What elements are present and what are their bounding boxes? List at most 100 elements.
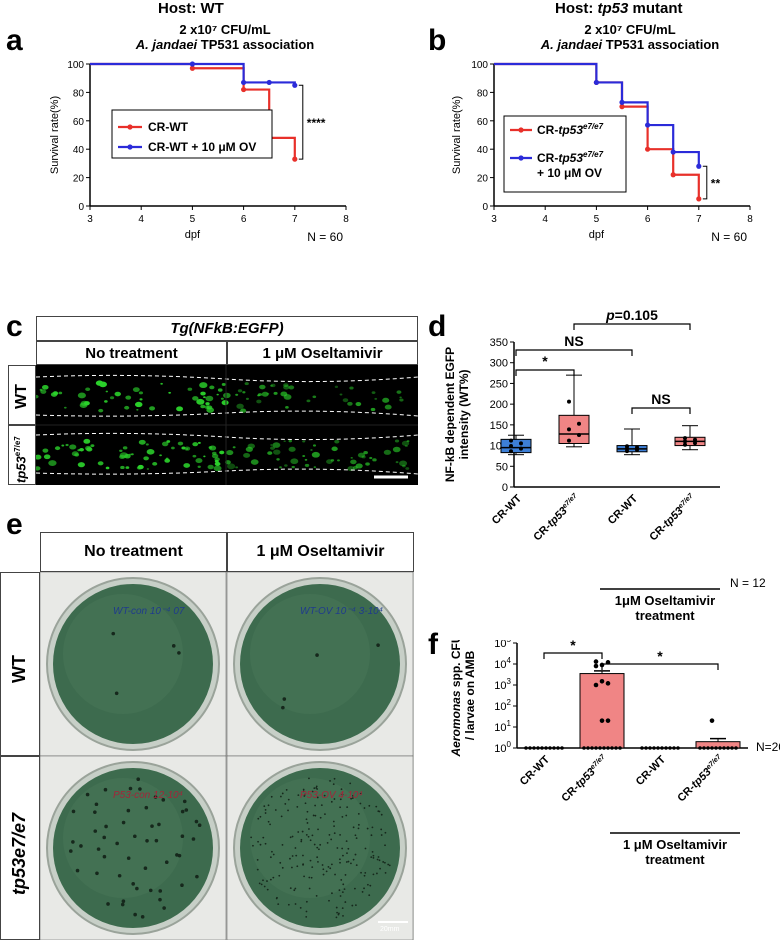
significance-stars: ** [711, 177, 721, 191]
legend-swatch-point [127, 124, 133, 130]
bacterial-colony [354, 834, 357, 837]
treatment-label-line2: treatment [645, 852, 705, 867]
bacterial-colony [330, 800, 333, 803]
n-label: N = 12 [730, 576, 766, 590]
category-sup: e7/e7 [589, 753, 607, 771]
bacterial-colony [302, 863, 304, 866]
bacterial-colony [364, 847, 367, 850]
series-point-2 [292, 82, 298, 88]
category-label: CR-tp53e7/e7 [559, 753, 610, 804]
box-point [567, 399, 571, 404]
egfp-cell [304, 463, 310, 467]
bacterial-colony [324, 813, 326, 816]
bacterial-colony [316, 796, 319, 799]
bacterial-colony [180, 834, 185, 839]
bacterial-colony [128, 786, 133, 791]
bacterial-colony [309, 839, 312, 842]
bacterial-colony [363, 887, 365, 890]
egfp-cell [130, 453, 134, 456]
bacterial-colony [269, 823, 271, 826]
egfp-cell [192, 396, 199, 401]
egfp-cell [313, 466, 317, 468]
data-point [606, 746, 610, 750]
x-axis-label: dpf [589, 229, 605, 241]
bacterial-colony [384, 844, 386, 847]
significance-bracket [515, 349, 633, 356]
bacterial-colony [371, 850, 374, 853]
panel-letter-e: e [6, 508, 23, 541]
x-tick-label: 3 [491, 214, 497, 225]
bacterial-colony [263, 885, 266, 888]
egfp-cell [132, 387, 140, 393]
bacterial-colony [383, 861, 386, 864]
bacterial-colony [354, 853, 357, 856]
egfp-cell [334, 385, 339, 388]
category-sup: e7/e7 [705, 753, 723, 771]
series-point-2 [593, 79, 599, 86]
bacterial-colony [340, 879, 343, 881]
tick-base: 10 [494, 640, 506, 650]
bacterial-colony [256, 868, 259, 871]
y-tick-label: 105 [494, 640, 511, 650]
bacterial-colony [305, 900, 308, 903]
significance-label: NS [564, 333, 583, 349]
egfp-cell [42, 448, 49, 453]
bacterial-colony [120, 902, 125, 907]
tick-base: 10 [494, 743, 506, 755]
data-point [599, 718, 605, 723]
egfp-cell [122, 446, 128, 450]
egfp-cell [399, 398, 404, 402]
egfp-cell [288, 439, 293, 443]
category-label: CR-WT [490, 492, 525, 527]
egfp-cell [41, 384, 49, 390]
egfp-cell [199, 382, 208, 389]
y-tick-label: 100 [494, 740, 511, 755]
egfp-cell [383, 449, 392, 455]
bacterial-colony [259, 815, 262, 818]
bacterial-colony [161, 798, 166, 802]
bacterial-colony [359, 802, 362, 805]
bacterial-colony [319, 843, 322, 846]
bacterial-colony [294, 903, 297, 905]
series-point-1 [292, 156, 298, 162]
egfp-cell [159, 454, 162, 457]
egfp-cell [205, 402, 210, 406]
bacterial-colony [354, 887, 356, 890]
bacterial-colony [71, 809, 76, 814]
panel-c-col-oseltamivir: 1 μM Oseltamivir [227, 341, 418, 365]
legend-box [111, 109, 273, 159]
x-axis-label: dpf [185, 229, 201, 241]
bacterial-colony [291, 866, 293, 869]
bacterial-colony [328, 899, 330, 902]
series-point-2 [241, 79, 247, 86]
bacterial-colony [272, 876, 275, 879]
category-label: CR-tp53e7/e7 [531, 492, 582, 543]
panel-c-row-tp53-gene: tp53 [13, 456, 29, 483]
handwritten-note: P53-con 12-10⁴ [113, 790, 183, 801]
bacterial-colony [304, 793, 306, 796]
bacterial-colony [351, 904, 354, 907]
series-point-1 [241, 86, 247, 93]
egfp-cell [77, 462, 85, 468]
data-point [726, 746, 730, 750]
bacterial-colony [350, 862, 352, 865]
egfp-cell [232, 446, 236, 449]
bacterial-colony [291, 855, 294, 857]
tick-exponent: 5 [507, 640, 512, 644]
y-tick-label: 0 [482, 202, 488, 213]
panel-b-host-suffix: mutant [628, 0, 683, 17]
bacterial-colony [133, 834, 137, 839]
egfp-cell [36, 394, 39, 399]
legend-prefix: CR- [537, 123, 558, 137]
data-point [532, 746, 536, 750]
tick-exponent: 1 [507, 719, 512, 728]
tick-exponent: 2 [507, 698, 512, 707]
bacterial-colony [384, 871, 387, 874]
egfp-cell [382, 397, 390, 403]
egfp-cell [331, 446, 338, 452]
egfp-cell [350, 456, 353, 459]
bacterial-colony [343, 888, 346, 891]
egfp-cell [39, 388, 43, 391]
egfp-cell [168, 391, 172, 394]
bacterial-colony [345, 861, 348, 863]
